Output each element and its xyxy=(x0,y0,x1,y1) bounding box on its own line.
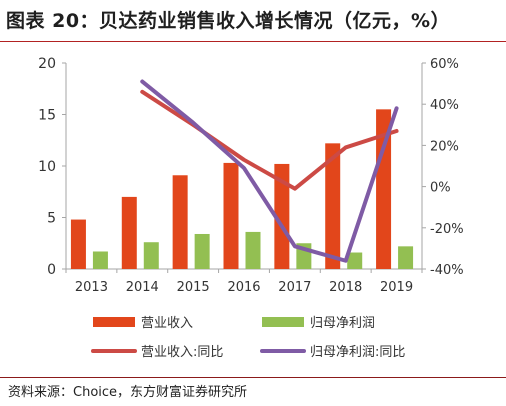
revenue-bar xyxy=(325,143,341,269)
x-tick-label: 2015 xyxy=(177,280,210,295)
profit-bar xyxy=(398,246,414,269)
legend-swatch xyxy=(93,317,135,327)
right-y-tick-label: 40% xyxy=(430,98,459,113)
left-y-tick-label: 5 xyxy=(47,211,56,227)
profit-bar xyxy=(194,233,210,269)
revenue-bar xyxy=(70,219,86,269)
legend-swatch xyxy=(262,317,304,327)
profit-bar xyxy=(347,252,363,269)
left-y-tick-label: 0 xyxy=(47,262,56,278)
profit-bar xyxy=(245,231,261,269)
revenue-bar xyxy=(121,196,137,269)
right-y-tick-label: 20% xyxy=(430,139,459,154)
chart-title: 图表 20：贝达药业销售收入增长情况（亿元，%） xyxy=(6,10,451,32)
legend-label: 营业收入 xyxy=(141,316,193,331)
source-note: 资料来源：Choice，东方财富证券研究所 xyxy=(8,385,248,400)
left-y-tick-label: 20 xyxy=(38,56,56,72)
x-tick-label: 2013 xyxy=(75,280,108,295)
legend-label: 营业收入:同比 xyxy=(141,345,223,360)
x-tick-label: 2018 xyxy=(329,280,362,295)
profit-bar xyxy=(143,242,159,269)
legend-label: 归母净利润 xyxy=(310,316,375,331)
right-y-tick-label: -40% xyxy=(430,263,464,278)
left-y-tick-label: 10 xyxy=(38,159,56,175)
revenue-bar xyxy=(172,175,188,269)
right-y-tick-label: 60% xyxy=(430,57,459,72)
profit-bar xyxy=(92,251,108,269)
source-divider xyxy=(0,377,506,378)
profit-growth-line xyxy=(140,79,399,263)
revenue-bar xyxy=(223,162,239,269)
right-y-tick-label: -20% xyxy=(430,222,464,237)
revenue-growth-chart: 0 5 10 15 20 -40% -20% 0% 20% 40% 60% 2013 2014 2015 2… xyxy=(38,56,464,360)
legend-label: 归母净利润:同比 xyxy=(310,345,405,360)
x-tick-label: 2017 xyxy=(278,280,311,295)
revenue-bar xyxy=(274,163,290,269)
x-tick-label: 2016 xyxy=(227,280,260,295)
x-tick-label: 2014 xyxy=(126,280,159,295)
x-tick-label: 2019 xyxy=(380,280,413,295)
right-y-tick-label: 0% xyxy=(430,181,451,196)
left-y-tick-label: 15 xyxy=(38,108,56,124)
title-divider xyxy=(0,41,506,42)
revenue-growth-line xyxy=(140,89,399,191)
revenue-bar xyxy=(376,109,392,269)
